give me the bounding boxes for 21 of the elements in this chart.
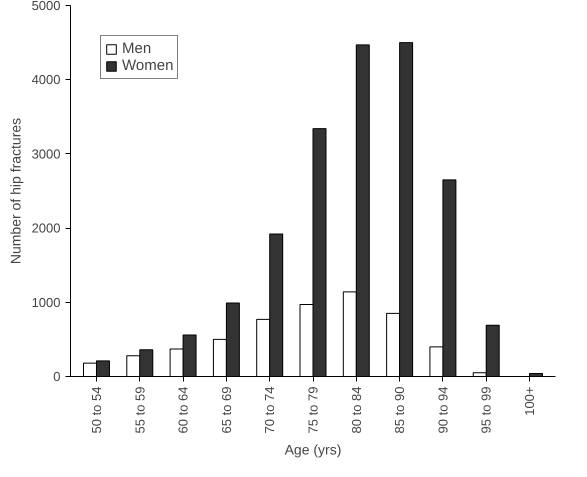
x-tick-label: 100+ [522,386,538,416]
x-tick-label: 70 to 74 [262,386,278,434]
y-tick-label: 1000 [32,294,60,310]
x-tick-label: 95 to 99 [478,386,494,434]
x-axis-title: Age (yrs) [284,441,342,458]
y-tick-label: 0 [53,369,61,384]
x-tick-label: 55 to 59 [132,386,148,434]
x-tick-label: 60 to 64 [176,386,191,434]
y-tick-label: 4000 [32,72,60,88]
y-tick-label: 5000 [32,0,60,13]
y-tick-label: 3000 [32,146,60,162]
legend-label: Men [122,40,152,57]
x-tick-label: 90 to 94 [435,386,450,434]
legend-label: Women [122,57,174,74]
x-tick-label: 80 to 84 [348,386,364,434]
x-tick-label: 85 to 90 [392,386,408,434]
x-tick-label: 65 to 69 [218,386,234,434]
x-tick-label: 50 to 54 [88,386,104,434]
x-tick-label: 75 to 79 [306,386,320,434]
y-tick-label: 2000 [32,220,60,236]
y-axis-title: Number of hip fractures [8,118,24,264]
